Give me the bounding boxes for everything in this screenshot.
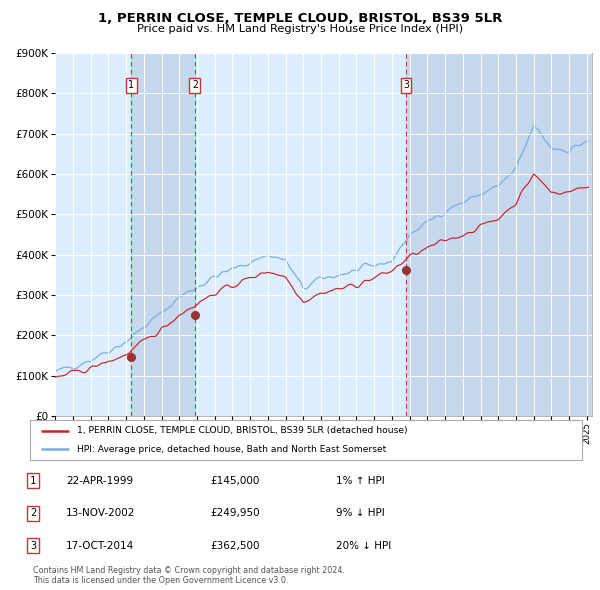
Text: 2: 2 [192, 80, 198, 90]
Text: 1: 1 [30, 476, 36, 486]
Text: 2: 2 [30, 509, 36, 518]
Text: HPI: Average price, detached house, Bath and North East Somerset: HPI: Average price, detached house, Bath… [77, 445, 386, 454]
Text: 3: 3 [403, 80, 409, 90]
Text: 9% ↓ HPI: 9% ↓ HPI [336, 509, 385, 518]
Text: 1: 1 [128, 80, 134, 90]
Bar [131, 53, 195, 416]
Bar [406, 53, 596, 416]
Text: 22-APR-1999: 22-APR-1999 [66, 476, 133, 486]
Text: 1, PERRIN CLOSE, TEMPLE CLOUD, BRISTOL, BS39 5LR (detached house): 1, PERRIN CLOSE, TEMPLE CLOUD, BRISTOL, … [77, 427, 407, 435]
Text: 17-OCT-2014: 17-OCT-2014 [66, 541, 134, 550]
Text: 20% ↓ HPI: 20% ↓ HPI [336, 541, 391, 550]
Text: 13-NOV-2002: 13-NOV-2002 [66, 509, 136, 518]
Text: £362,500: £362,500 [210, 541, 260, 550]
Text: 1, PERRIN CLOSE, TEMPLE CLOUD, BRISTOL, BS39 5LR: 1, PERRIN CLOSE, TEMPLE CLOUD, BRISTOL, … [98, 12, 502, 25]
Text: £145,000: £145,000 [210, 476, 259, 486]
Text: Contains HM Land Registry data © Crown copyright and database right 2024.
This d: Contains HM Land Registry data © Crown c… [33, 566, 345, 585]
Text: Price paid vs. HM Land Registry's House Price Index (HPI): Price paid vs. HM Land Registry's House … [137, 24, 463, 34]
Text: 1% ↑ HPI: 1% ↑ HPI [336, 476, 385, 486]
Text: 3: 3 [30, 541, 36, 550]
Text: £249,950: £249,950 [210, 509, 260, 518]
